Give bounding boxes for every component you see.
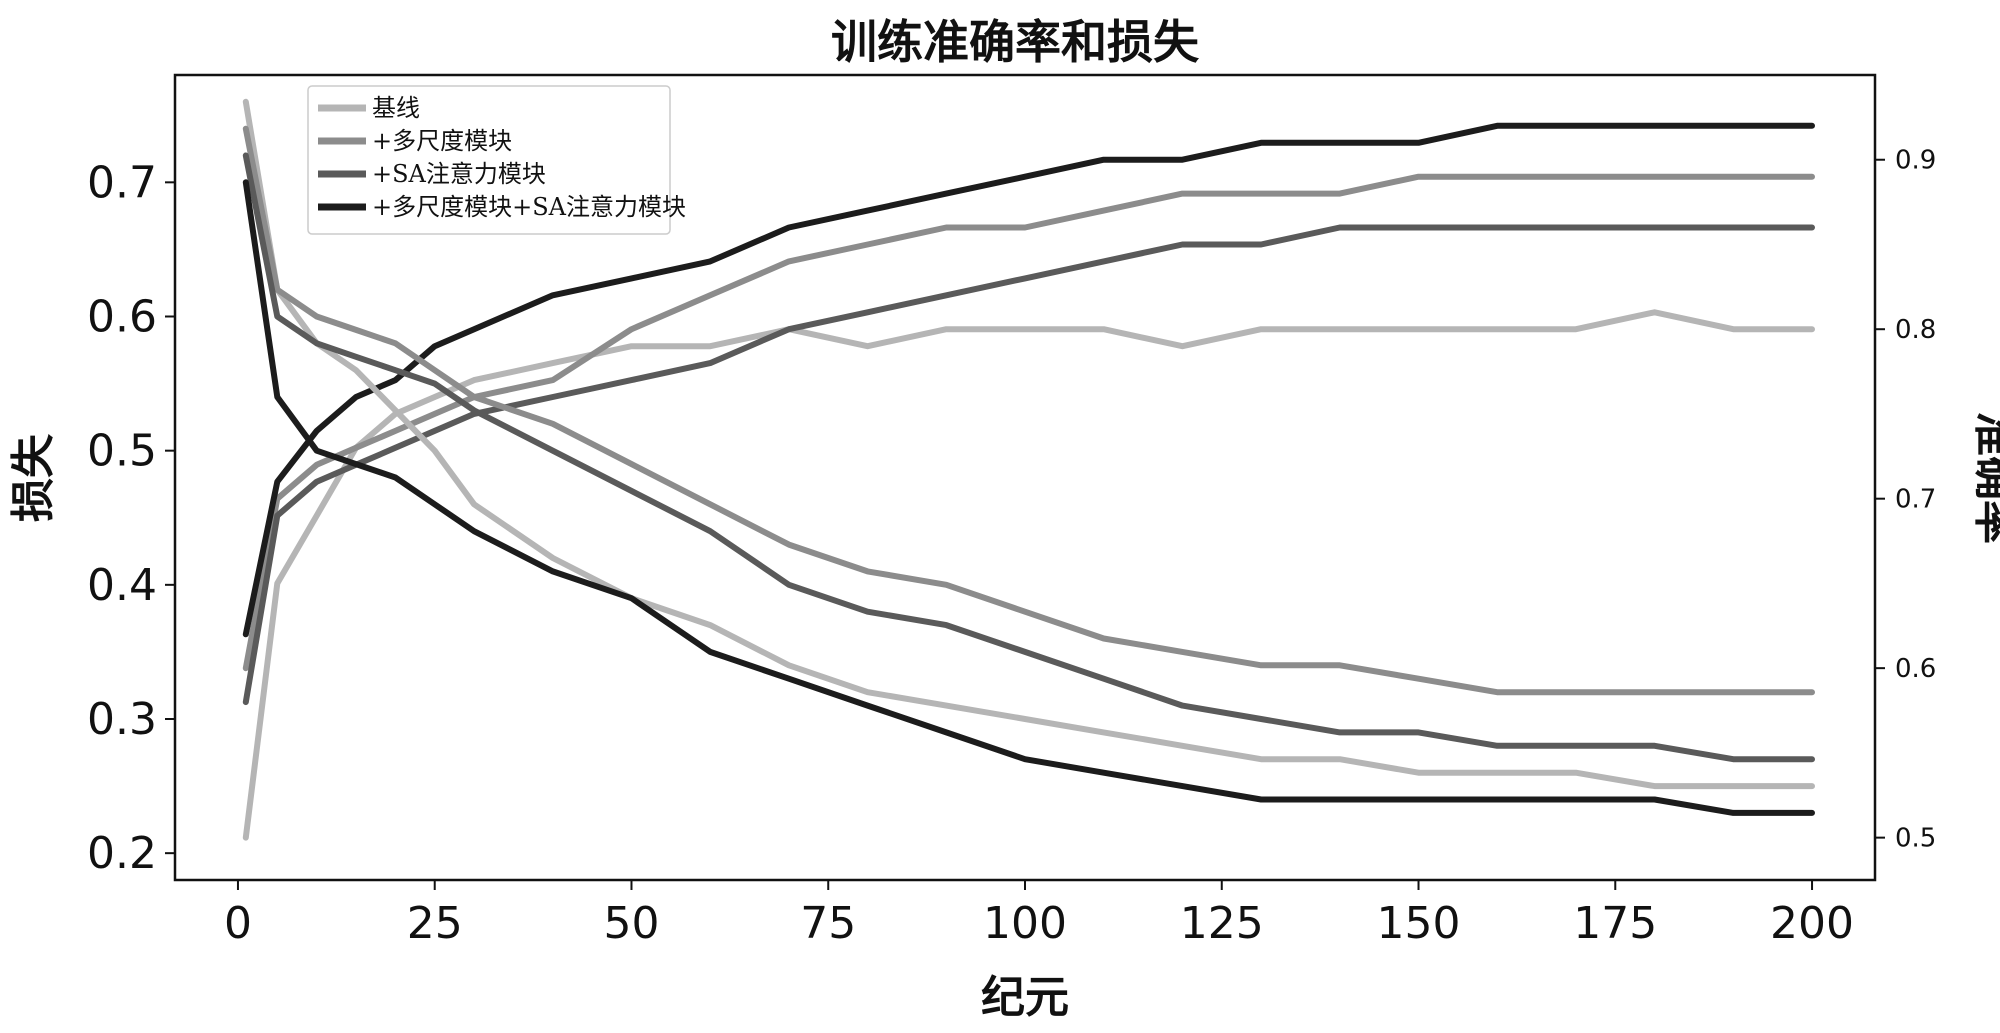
x-tick-label: 100 — [983, 898, 1067, 949]
y-right-tick-label: 0.9 — [1895, 146, 1936, 176]
y-left-tick-label: 0.4 — [87, 560, 157, 611]
x-tick-label: 125 — [1180, 898, 1264, 949]
y-left-tick-label: 0.7 — [87, 157, 157, 208]
series-line-0 — [242, 309, 1815, 841]
y-right-tick-label: 0.7 — [1895, 485, 1936, 515]
y-right-tick-label: 0.8 — [1895, 315, 1936, 345]
legend-label: 基线 — [372, 94, 420, 122]
series-line-7 — [242, 179, 1815, 816]
legend-box — [307, 85, 671, 235]
x-tick-label: 150 — [1377, 898, 1461, 949]
legend-label: +多尺度模块 — [372, 127, 512, 155]
series-line-4 — [242, 98, 1815, 790]
series-line-2 — [242, 224, 1815, 706]
chart-title: 训练准确率和损失 — [831, 15, 1200, 69]
x-axis-label: 纪元 — [981, 972, 1069, 1023]
x-tick-label: 200 — [1770, 898, 1854, 949]
series-line-6 — [242, 152, 1815, 763]
series-line-5 — [242, 125, 1815, 696]
y-left-tick-label: 0.2 — [87, 828, 157, 879]
x-tick-label: 175 — [1573, 898, 1657, 949]
series-layer — [242, 98, 1815, 841]
y-right-tick-label: 0.6 — [1895, 654, 1936, 684]
x-tick-label: 0 — [224, 898, 252, 949]
x-tick-label: 75 — [800, 898, 856, 949]
y-left-tick-label: 0.5 — [87, 426, 157, 477]
y-right-tick-label: 0.5 — [1895, 824, 1936, 854]
x-tick-label: 25 — [407, 898, 463, 949]
y-left-tick-label: 0.6 — [87, 292, 157, 343]
y-left-tick-label: 0.3 — [87, 694, 157, 745]
legend-label: +SA注意力模块 — [372, 160, 546, 188]
legend-items: 基线+多尺度模块+SA注意力模块+多尺度模块+SA注意力模块 — [318, 94, 686, 221]
y-axis-label-left: 损失 — [8, 433, 59, 522]
legend-label: +多尺度模块+SA注意力模块 — [372, 193, 686, 221]
series-line-1 — [242, 173, 1815, 672]
x-tick-label: 50 — [603, 898, 659, 949]
legend: 基线+多尺度模块+SA注意力模块+多尺度模块+SA注意力模块 — [307, 85, 686, 235]
y-axis-label-right: 准确率 — [1969, 412, 2000, 544]
series-line-3 — [242, 122, 1815, 638]
ticks-layer: 0 25 50 75 100 125 150 175 200 0.2 0.3 0.4 0.5 0.6 0.7… — [87, 146, 1936, 949]
